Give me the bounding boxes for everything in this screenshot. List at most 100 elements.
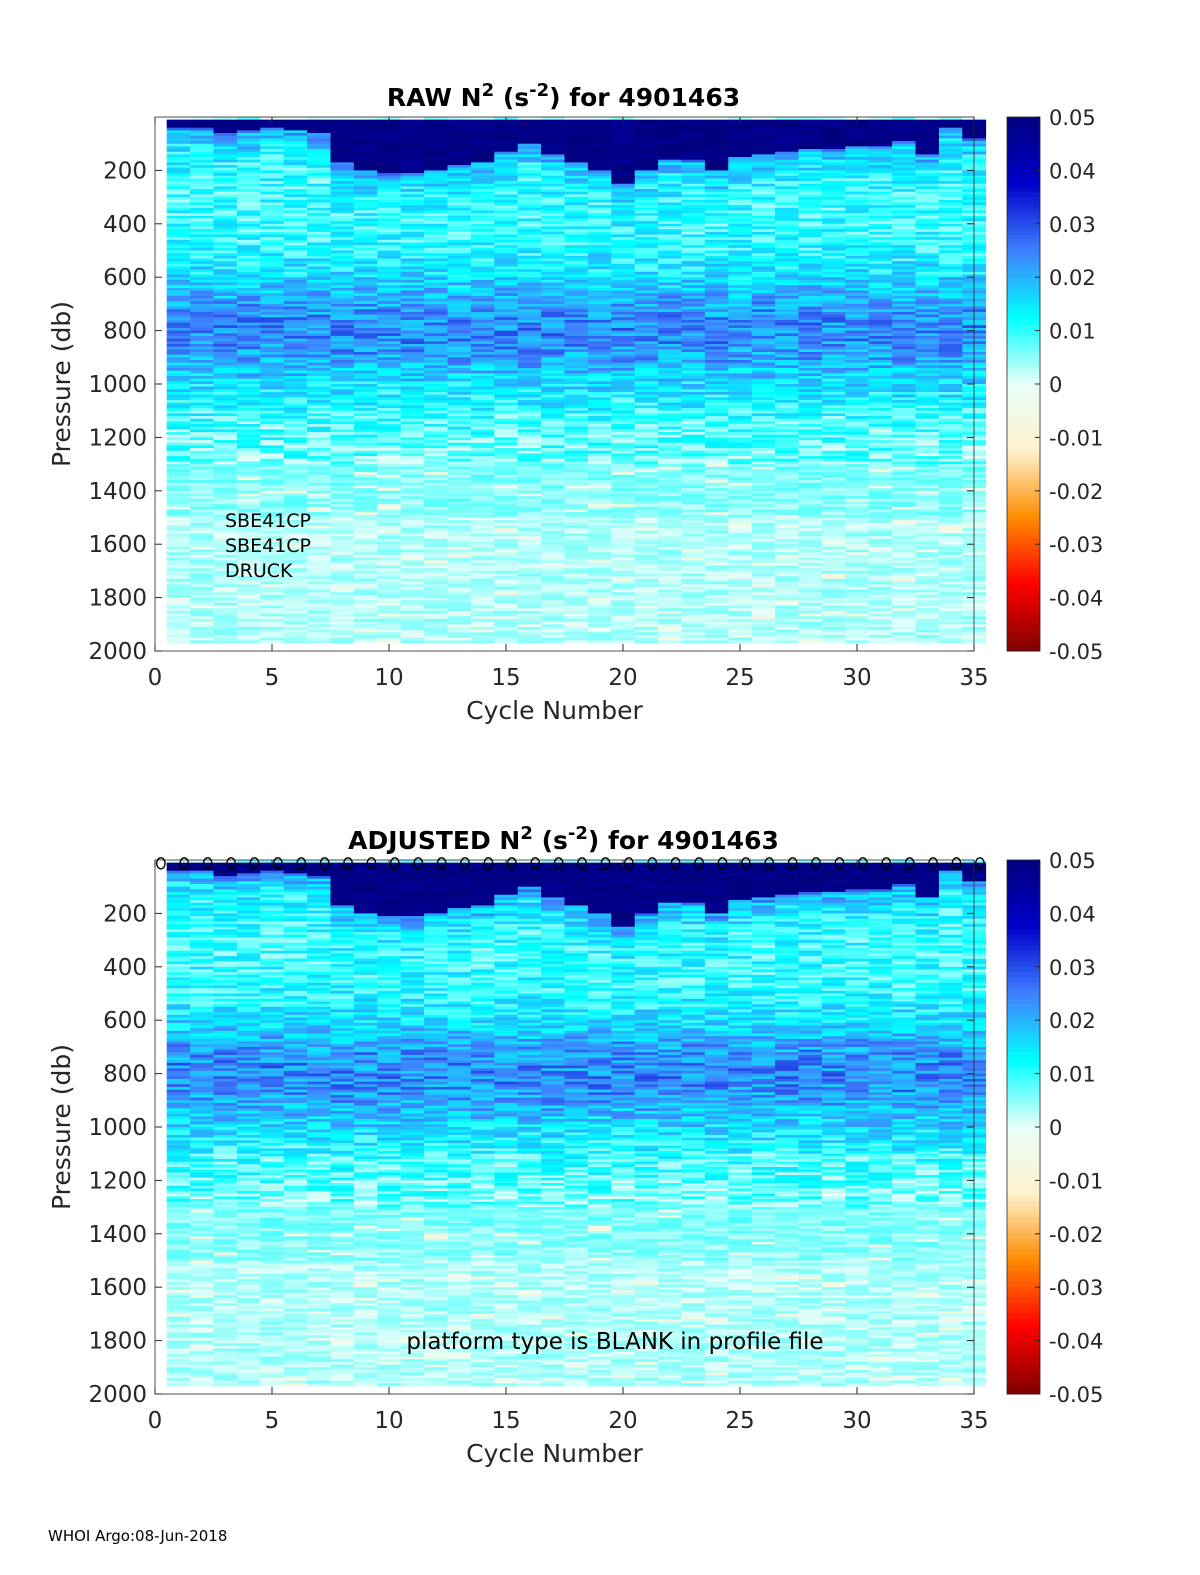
heatmap-cell: [260, 285, 285, 289]
heatmap-cell: [400, 573, 425, 577]
heatmap-cell: [494, 253, 519, 257]
heatmap-cell: [704, 253, 729, 257]
heatmap-cell: [704, 202, 729, 206]
heatmap-cell: [587, 213, 612, 217]
heatmap-cell: [658, 298, 682, 302]
heatmap-cell: [377, 287, 402, 291]
heatmap-cell: [213, 357, 238, 361]
heatmap-cell: [470, 637, 495, 641]
heatmap-cell: [330, 536, 355, 540]
heatmap-cell: [190, 549, 214, 553]
heatmap-cell: [728, 448, 753, 452]
heatmap-cell: [587, 469, 612, 473]
heatmap-cell: [213, 237, 238, 241]
heatmap-cell: [353, 130, 378, 134]
heatmap-cell: [564, 568, 589, 572]
heatmap-cell: [681, 258, 706, 262]
heatmap-cell: [377, 626, 402, 631]
heatmap-cell: [353, 432, 378, 436]
heatmap-cell: [307, 434, 331, 438]
heatmap-cell: [377, 458, 402, 462]
heatmap-cell: [704, 581, 729, 585]
heatmap-cell: [236, 333, 261, 337]
heatmap-cell: [377, 389, 402, 393]
heatmap-cell: [377, 237, 402, 241]
heatmap-cell: [447, 285, 472, 289]
heatmap-cell: [190, 285, 214, 289]
heatmap-cell: [611, 143, 636, 147]
heatmap-cell: [704, 528, 729, 532]
heatmap-cell: [564, 488, 589, 492]
heatmap-cell: [260, 181, 285, 185]
heatmap-cell: [634, 325, 659, 329]
heatmap-cell: [260, 173, 285, 177]
heatmap-cell: [283, 122, 308, 126]
heatmap-cell: [424, 181, 448, 185]
heatmap-cell: [634, 183, 659, 187]
heatmap-cell: [400, 538, 425, 542]
heatmap-cell: [166, 466, 191, 470]
heatmap-cell: [541, 440, 565, 444]
heatmap-cell: [611, 394, 636, 398]
heatmap-cell: [424, 381, 448, 385]
heatmap-cell: [681, 498, 706, 502]
heatmap-cell: [704, 488, 729, 492]
heatmap-cell: [400, 474, 425, 478]
heatmap-cell: [564, 450, 589, 454]
heatmap-cell: [377, 231, 402, 235]
heatmap-cell: [728, 365, 753, 369]
heatmap-cell: [353, 450, 378, 454]
heatmap-cell: [681, 117, 706, 121]
heatmap-cell: [236, 229, 261, 233]
heatmap-cell: [307, 122, 331, 126]
heatmap-cell: [260, 624, 285, 628]
heatmap-cell: [587, 589, 612, 593]
heatmap-cell: [236, 520, 261, 524]
heatmap-cell: [353, 311, 378, 315]
heatmap-cell: [377, 589, 402, 593]
heatmap-cell: [307, 143, 331, 147]
heatmap-cell: [447, 464, 472, 468]
heatmap-cell: [658, 613, 682, 617]
heatmap-cell: [447, 546, 472, 550]
heatmap-cell: [190, 477, 214, 481]
heatmap-cell: [658, 533, 682, 537]
heatmap-cell: [494, 493, 519, 497]
heatmap-cell: [236, 632, 261, 636]
heatmap-cell: [751, 223, 776, 227]
heatmap-cell: [307, 285, 331, 289]
heatmap-cell: [307, 597, 331, 601]
heatmap-cell: [704, 629, 729, 633]
heatmap-cell: [400, 269, 425, 273]
heatmap-cell: [658, 322, 682, 326]
heatmap-cell: [564, 213, 589, 217]
heatmap-cell: [494, 570, 519, 574]
heatmap-cell: [587, 509, 612, 513]
heatmap-cell: [330, 410, 355, 414]
heatmap-cell: [728, 416, 753, 420]
heatmap-cell: [634, 400, 659, 404]
heatmap-cell: [424, 173, 448, 177]
heatmap-cell: [424, 616, 448, 620]
heatmap-cell: [307, 269, 331, 273]
heatmap-cell: [166, 266, 191, 270]
heatmap-cell: [283, 466, 308, 470]
heatmap-cell: [634, 549, 659, 553]
heatmap-cell: [564, 362, 589, 366]
heatmap-cell: [213, 560, 238, 564]
heatmap-cell: [166, 125, 191, 129]
heatmap-cell: [728, 239, 753, 243]
heatmap-cell: [377, 301, 402, 305]
heatmap-cell: [400, 560, 425, 564]
heatmap-cell: [307, 221, 331, 225]
heatmap-cell: [658, 584, 682, 588]
heatmap-cell: [424, 610, 448, 615]
heatmap-cell: [353, 573, 378, 577]
heatmap-cell: [681, 400, 706, 404]
heatmap-cell: [728, 458, 753, 462]
heatmap-cell: [751, 125, 776, 129]
heatmap-cell: [447, 554, 472, 558]
heatmap-cell: [564, 608, 589, 612]
heatmap-cell: [541, 442, 565, 446]
heatmap-cell: [236, 381, 261, 385]
